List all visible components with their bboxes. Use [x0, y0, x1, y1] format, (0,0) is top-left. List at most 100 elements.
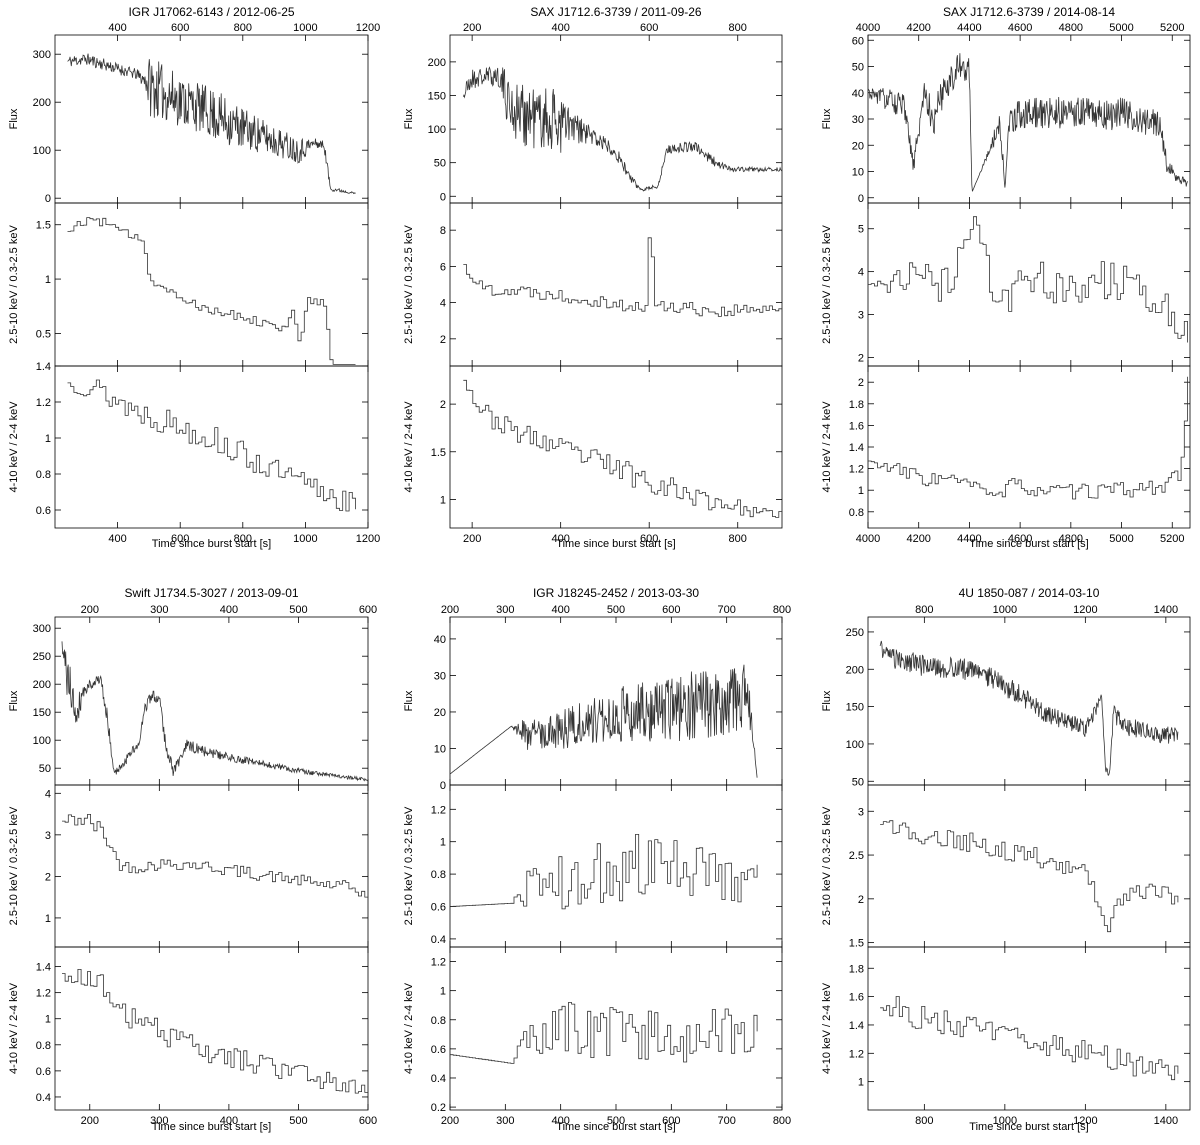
y-tick-label: 10 — [852, 167, 864, 179]
x-tick-label-top: 800 — [915, 604, 933, 616]
panel-1: 0 50 100 150 200 Flux — [403, 34, 783, 204]
chart-title: SAX J1712.6-3739 / 2014-08-14 — [943, 5, 1115, 19]
chart-title: IGR J17062-6143 / 2012-06-25 — [128, 5, 294, 19]
x-tick-label: 300 — [150, 1115, 168, 1127]
y-axis-label: Flux — [403, 690, 415, 711]
y-tick-label: 0.6 — [36, 1066, 51, 1078]
x-tick-label: 600 — [640, 533, 658, 545]
x-tick-label-top: 200 — [463, 22, 481, 34]
y-tick-label: 250 — [846, 627, 864, 639]
y-tick-label: 4 — [440, 298, 446, 310]
y-tick-label: 200 — [33, 679, 51, 691]
y-axis-label: 2.5-10 keV / 0.3-2.5 keV — [821, 806, 833, 925]
y-tick-label: 0.4 — [431, 934, 446, 946]
x-tick-label: 600 — [662, 1115, 680, 1127]
y-tick-label: 5 — [858, 224, 864, 236]
x-tick-label: 5000 — [1109, 533, 1133, 545]
x-tick-label: 600 — [359, 1115, 377, 1127]
panel-frame — [449, 365, 783, 529]
y-tick-label: 2.5 — [849, 850, 864, 862]
x-tick-label-top: 600 — [359, 604, 377, 616]
chart-4: Swift J1734.5-3027 / 2013-09-01 50 100 150 2… — [8, 586, 377, 1133]
y-tick-label: 0.8 — [431, 869, 446, 881]
y-tick-label: 0.8 — [431, 1015, 446, 1027]
x-tick-label-top: 4200 — [906, 22, 930, 34]
panel-2: 0.5 1 1.5 2.5-10 keV / 0.3-2.5 keV — [8, 202, 369, 367]
x-tick-label-top: 1000 — [293, 22, 317, 34]
x-tick-label: 400 — [108, 533, 126, 545]
y-tick-label: 1.2 — [849, 464, 864, 476]
panel-2: 0.4 0.6 0.8 1 1.2 2.5-10 keV / 0.3-2.5 keV — [403, 784, 783, 948]
x-axis-label: Time since burst start [s] — [556, 538, 675, 550]
y-tick-label: 150 — [846, 702, 864, 714]
x-tick-label: 400 — [551, 1115, 569, 1127]
y-tick-label: 1.2 — [36, 397, 51, 409]
chart-1: IGR J17062-6143 / 2012-06-25 0 100 200 300 Fl… — [8, 5, 380, 550]
y-tick-label: 1 — [45, 913, 51, 925]
chart-title: SAX J1712.6-3739 / 2011-09-26 — [530, 5, 702, 19]
y-tick-label: 0 — [440, 780, 446, 792]
panel-frame — [54, 946, 369, 1111]
y-tick-label: 50 — [852, 62, 864, 74]
y-axis-label: 4-10 keV / 2-4 keV — [403, 982, 415, 1074]
panel-2: 2 4 6 8 2.5-10 keV / 0.3-2.5 keV — [403, 202, 783, 367]
y-tick-label: 0.6 — [431, 1044, 446, 1056]
chart-5: IGR J18245-2452 / 2013-03-30 0 10 20 30 40 Flu… — [403, 586, 791, 1133]
x-tick-label: 4800 — [1059, 533, 1083, 545]
y-tick-label: 50 — [852, 776, 864, 788]
y-axis-label: Flux — [8, 690, 20, 711]
x-tick-label: 1000 — [993, 1115, 1017, 1127]
y-tick-label: 300 — [33, 623, 51, 635]
panel-3: 0.8 1 1.2 1.4 1.6 1.8 2 4-10 keV / 2-4 keV — [821, 365, 1191, 529]
x-tick-label: 200 — [463, 533, 481, 545]
x-axis-label: Time since burst start [s] — [556, 1121, 675, 1133]
x-tick-label-top: 4400 — [957, 22, 981, 34]
x-tick-label: 200 — [441, 1115, 459, 1127]
x-tick-label-top: 1000 — [993, 604, 1017, 616]
y-tick-label: 3 — [45, 830, 51, 842]
x-tick-label-top: 400 — [551, 22, 569, 34]
data-series — [61, 641, 369, 782]
y-axis-label: 4-10 keV / 2-4 keV — [8, 401, 20, 493]
y-tick-label: 0.8 — [36, 1040, 51, 1052]
y-tick-label: 1 — [440, 494, 446, 506]
panel-frame — [54, 616, 369, 786]
y-tick-label: 1.2 — [431, 804, 446, 816]
y-tick-label: 0 — [858, 193, 864, 205]
panel-3: 0.6 0.8 1 1.2 1.4 4-10 keV / 2-4 keV — [8, 361, 369, 529]
data-series — [67, 217, 356, 365]
y-tick-label: 40 — [852, 88, 864, 100]
x-tick-label-top: 700 — [717, 604, 735, 616]
x-tick-label: 800 — [234, 533, 252, 545]
y-tick-label: 0 — [440, 191, 446, 203]
x-tick-label: 1200 — [356, 533, 380, 545]
y-tick-label: 2 — [858, 894, 864, 906]
y-tick-label: 8 — [440, 225, 446, 237]
y-tick-label: 150 — [428, 90, 446, 102]
y-tick-label: 0.4 — [431, 1073, 446, 1085]
y-tick-label: 1.2 — [431, 957, 446, 969]
x-tick-label-top: 600 — [171, 22, 189, 34]
panel-frame — [867, 34, 1191, 204]
data-series — [880, 996, 1179, 1081]
x-tick-label: 800 — [773, 1115, 791, 1127]
y-tick-label: 1.5 — [36, 220, 51, 232]
data-series — [868, 216, 1188, 343]
y-tick-label: 200 — [33, 97, 51, 109]
panel-frame — [449, 34, 783, 204]
panel-frame — [867, 365, 1191, 529]
y-tick-label: 4 — [45, 788, 51, 800]
chart-title: 4U 1850-087 / 2014-03-10 — [959, 586, 1100, 600]
panel-1: 50 100 150 200 250 Flux — [821, 616, 1191, 788]
y-axis-label: 2.5-10 keV / 0.3-2.5 keV — [821, 225, 833, 344]
x-tick-label-top: 600 — [640, 22, 658, 34]
y-tick-label: 200 — [428, 57, 446, 69]
y-tick-label: 150 — [33, 707, 51, 719]
panel-frame — [54, 365, 369, 529]
y-tick-label: 300 — [33, 49, 51, 61]
y-tick-label: 1 — [858, 1077, 864, 1089]
x-tick-label-top: 4800 — [1059, 22, 1083, 34]
x-tick-label: 4600 — [1008, 533, 1032, 545]
x-tick-label-top: 1200 — [356, 22, 380, 34]
